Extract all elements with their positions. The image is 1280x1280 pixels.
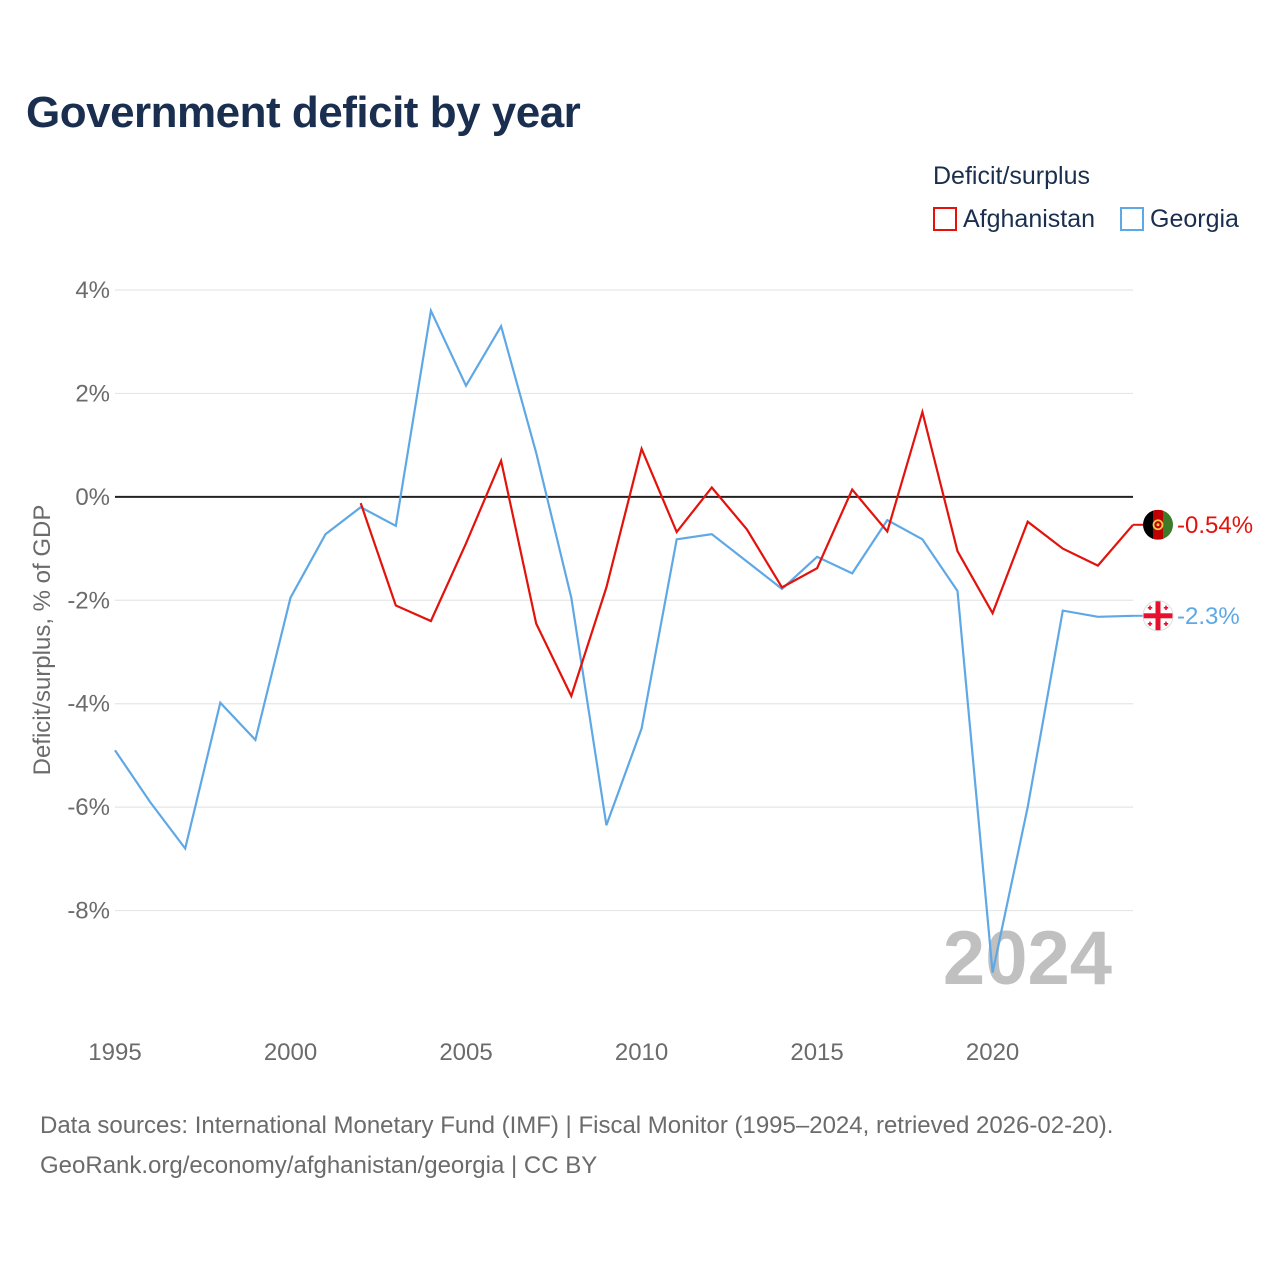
afghanistan-flag-icon — [1143, 509, 1173, 540]
source-note: Data sources: International Monetary Fun… — [40, 1106, 1113, 1186]
series-line-afghanistan[interactable] — [359, 407, 1134, 699]
x-axis-ticks: 1995 2000 2005 2010 2015 2020 — [88, 1039, 1019, 1066]
legend-label-afghanistan: Afghanistan — [963, 204, 1096, 233]
georgia-flag-icon — [1142, 600, 1174, 632]
y-tick-label: -2% — [67, 587, 110, 614]
end-value-label-georgia: -2.3% — [1177, 603, 1240, 630]
y-tick-label: 4% — [75, 277, 110, 304]
y-tick-label: 0% — [75, 484, 110, 511]
y-tick-label: -4% — [67, 691, 110, 718]
y-tick-label: 2% — [75, 380, 110, 407]
series-layer — [114, 307, 1134, 973]
end-value-label-afghanistan: -0.54% — [1177, 512, 1253, 539]
legend-item-georgia[interactable]: Georgia — [1120, 204, 1239, 234]
legend-swatch-afghanistan — [933, 207, 957, 231]
x-tick-label: 1995 — [88, 1039, 141, 1066]
source-line-2: GeoRank.org/economy/afghanistan/georgia … — [40, 1152, 598, 1179]
x-tick-label: 2000 — [264, 1039, 317, 1066]
x-tick-label: 2020 — [966, 1039, 1019, 1066]
y-axis-ticks: 4% 2% 0% -2% -4% -6% -8% — [67, 277, 110, 925]
legend-title: Deficit/surplus — [933, 162, 1090, 190]
legend-item-afghanistan[interactable]: Afghanistan — [933, 204, 1095, 234]
x-tick-label: 2010 — [615, 1039, 668, 1066]
legend-swatch-georgia — [1120, 207, 1144, 231]
y-tick-label: -8% — [67, 898, 110, 925]
x-tick-label: 2015 — [790, 1039, 843, 1066]
legend-label-georgia: Georgia — [1150, 204, 1239, 233]
series-line-georgia[interactable] — [114, 307, 1134, 973]
chart-title: Government deficit by year — [26, 88, 581, 137]
source-line-1: Data sources: International Monetary Fun… — [40, 1112, 1114, 1139]
gridlines — [115, 289, 1133, 912]
y-axis-label: Deficit/surplus, % of GDP — [29, 505, 56, 776]
year-watermark: 2024 — [943, 916, 1112, 1001]
y-tick-label: -6% — [67, 794, 110, 821]
end-markers: -0.54% -2.3% — [1133, 509, 1253, 632]
x-tick-label: 2005 — [439, 1039, 492, 1066]
